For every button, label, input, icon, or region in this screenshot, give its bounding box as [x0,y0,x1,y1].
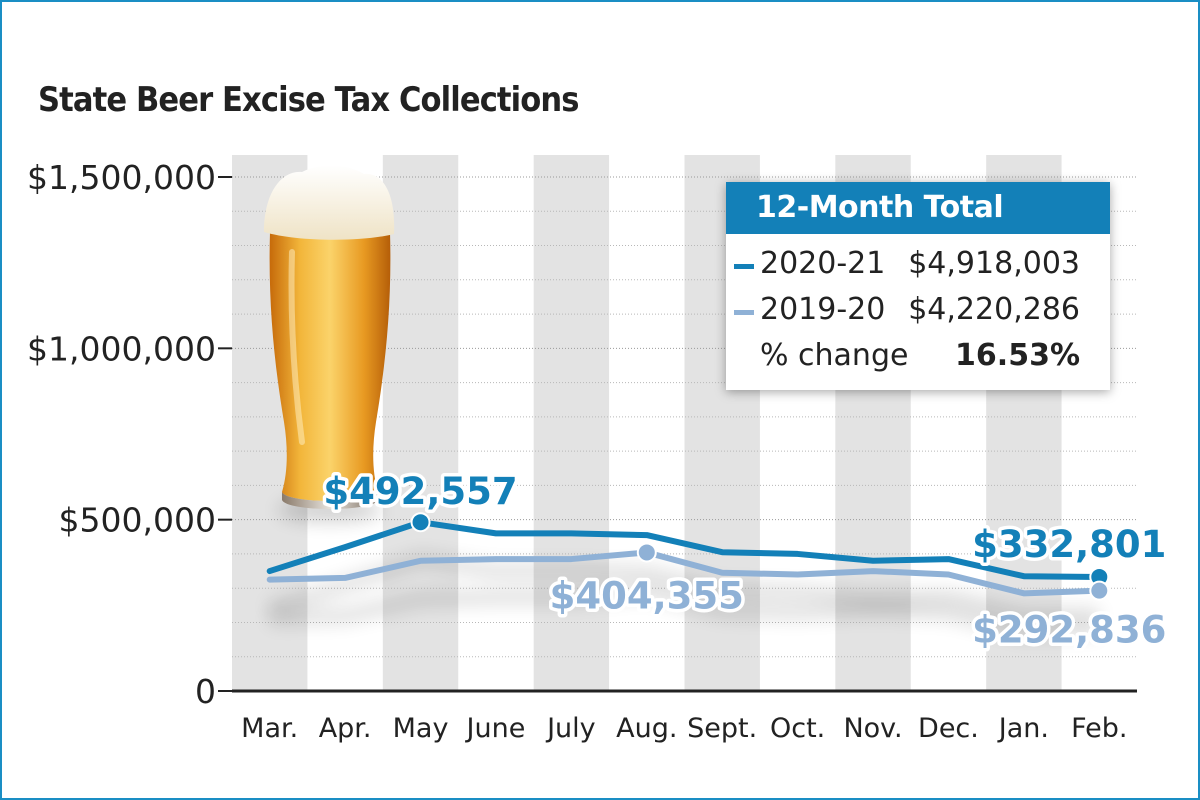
data-point-marker [1089,580,1110,601]
x-tick-label: Mar. [241,713,298,744]
legend-label: 2019-20 [760,292,886,327]
series-line-2020-21 [266,519,1103,580]
legend-label: 2020-21 [760,246,886,281]
legend-title: 12-Month Total [756,190,1004,225]
data-label: $292,836 [972,609,1166,652]
y-tick-label: $1,500,000 [27,158,216,197]
legend-swatch-2020-21 [734,264,754,269]
series-lines [266,519,1103,597]
x-tick-label: Nov. [843,713,902,744]
series-line-2019-20 [266,549,1103,597]
data-label: $332,801 [972,523,1166,566]
x-tick-label: July [545,713,596,744]
legend-label: % change [760,338,909,373]
x-tick-label: June [465,713,526,744]
x-tick-label: Sept. [687,713,757,744]
beer-glass-icon [264,165,395,522]
legend-value: 16.53% [955,338,1080,373]
y-tick-label: $1,000,000 [27,329,216,368]
axes: 0 $500,000 $1,000,000 $1,500,000 Mar. Apr. May… [27,158,1137,744]
x-tick-label: Apr. [319,713,372,744]
legend-header: 12-Month Total [726,182,1110,234]
x-tick-label: Aug. [616,713,677,744]
x-tick-label: Jan. [997,713,1049,744]
series-shadow [269,583,1100,639]
x-tick-label: May [393,713,449,744]
data-label: $404,355 [550,574,744,617]
y-tick-label: $500,000 [59,501,216,540]
data-labels: $492,557 $404,355 $332,801 $292,836 [320,467,1170,655]
legend-box: 12-Month Total 2020-21 $4,918,003 2019-2… [726,182,1110,390]
y-tick-label: 0 [195,672,216,711]
data-label: $492,557 [323,470,517,513]
x-tick-label: Oct. [770,713,825,744]
x-tick-label: Feb. [1071,713,1127,744]
legend-row-2019-20: 2019-20 $4,220,286 [726,290,1110,334]
legend-value: $4,918,003 [908,246,1080,281]
chart-title: State Beer Excise Tax Collections [38,80,579,120]
legend-row-percent-change: % change 16.53% [726,336,1110,380]
legend-value: $4,220,286 [908,292,1080,327]
x-tick-label: Dec. [918,713,979,744]
data-point-marker [410,512,431,533]
data-point-marker [636,542,657,563]
legend-swatch-2019-20 [734,310,754,315]
legend-row-2020-21: 2020-21 $4,918,003 [726,244,1110,288]
